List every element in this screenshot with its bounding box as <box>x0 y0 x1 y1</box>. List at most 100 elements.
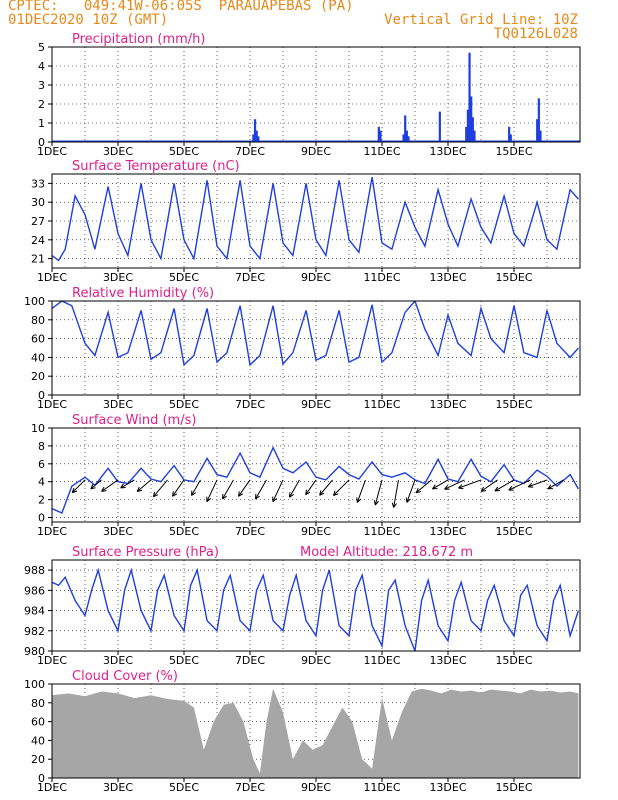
y-tick-label: 40 <box>31 351 45 364</box>
y-tick-label: 20 <box>31 753 45 766</box>
wind-arrowhead <box>431 484 438 490</box>
x-tick-label: 3DEC <box>103 525 133 538</box>
y-tick-label: 33 <box>31 177 45 190</box>
wind-arrowhead <box>458 484 464 490</box>
wind-arrow <box>319 479 333 496</box>
x-tick-label: 7DEC <box>235 525 265 538</box>
precip-bar <box>539 130 542 142</box>
x-tick-label: 11DEC <box>363 781 400 794</box>
x-tick-label: 1DEC <box>37 271 67 284</box>
panel-4: Surface Pressure (hPa) Model Altitude: 21… <box>24 545 581 667</box>
x-tick-label: 5DEC <box>169 781 199 794</box>
wind-arrowhead <box>373 500 379 506</box>
wind-arrow <box>528 479 548 488</box>
x-tick-label: 7DEC <box>235 398 265 411</box>
wind-arrowhead <box>405 497 411 503</box>
x-tick-label: 1DEC <box>37 145 67 158</box>
wind-arrowhead <box>90 484 96 490</box>
x-tick-label: 15DEC <box>495 398 532 411</box>
y-tick-label: 40 <box>31 734 45 747</box>
wind-arrowhead <box>152 491 159 498</box>
x-tick-label: 9DEC <box>301 271 331 284</box>
precip-bar <box>465 126 468 142</box>
wind-arrowhead <box>71 487 78 494</box>
y-tick-label: 10 <box>31 422 45 435</box>
wind-arrow <box>356 479 366 503</box>
panel-2: Relative Humidity (%) 0 20 40 60 80 100 1DEC 3DE… <box>24 286 581 411</box>
cloud-area <box>52 688 579 778</box>
header-model: TQ0126L028 <box>493 26 578 42</box>
wind-arrow <box>255 479 267 500</box>
wind-arrow <box>222 479 234 500</box>
panel-frame <box>51 300 581 396</box>
x-tick-label: 3DEC <box>103 654 133 667</box>
precip-bar <box>470 96 473 142</box>
precip-bar <box>252 134 255 142</box>
wind-arrow <box>238 479 251 497</box>
x-tick-label: 15DEC <box>495 781 532 794</box>
wind-arrowhead <box>319 490 325 496</box>
x-tick-label: 15DEC <box>495 525 532 538</box>
x-tick-label: 5DEC <box>169 398 199 411</box>
y-tick-label: 100 <box>24 295 45 308</box>
wind-arrowhead <box>480 486 487 492</box>
x-tick-label: 3DEC <box>103 271 133 284</box>
wind-arrowhead <box>136 486 143 492</box>
panel-frame <box>51 427 581 523</box>
x-tick-label: 5DEC <box>169 145 199 158</box>
y-tick-label: 24 <box>31 234 45 247</box>
x-tick-label: 13DEC <box>429 145 466 158</box>
precip-bar <box>537 98 540 142</box>
x-tick-label: 11DEC <box>363 271 400 284</box>
wind-arrowhead <box>238 491 244 497</box>
wind-arrowhead <box>356 497 362 503</box>
x-tick-label: 9DEC <box>301 145 331 158</box>
wind-arrowhead <box>222 493 227 500</box>
precip-bar <box>473 130 476 142</box>
series-line <box>52 446 580 514</box>
series-line <box>52 567 580 651</box>
wind-arrow <box>480 479 498 492</box>
panel-3: Surface Wind (m/s) 0 2 4 6 8 10 1DEC 3DEC 5DEC 7DE… <box>31 413 581 538</box>
series <box>52 567 580 651</box>
wind-arrowhead <box>494 486 500 492</box>
wind-arrow <box>415 479 432 494</box>
wind-arrowhead <box>332 490 339 496</box>
x-tick-label: 11DEC <box>363 525 400 538</box>
x-tick-label: 15DEC <box>495 271 532 284</box>
x-tick-label: 5DEC <box>169 525 199 538</box>
wind-arrow <box>120 479 135 489</box>
x-tick-label: 5DEC <box>169 654 199 667</box>
series <box>52 446 580 514</box>
x-tick-label: 3DEC <box>103 781 133 794</box>
precip-bar <box>255 130 258 142</box>
wind-arrow <box>333 479 350 496</box>
series-line <box>52 176 579 262</box>
x-tick-label: 1DEC <box>37 398 67 411</box>
y-tick-label: 0 <box>38 136 45 149</box>
wind-arrow <box>494 479 515 492</box>
wind-arrowhead <box>191 490 196 496</box>
y-tick-label: 20 <box>31 370 45 383</box>
x-tick-label: 9DEC <box>301 654 331 667</box>
y-tick-label: 2 <box>38 98 45 111</box>
panel-frame <box>51 559 581 652</box>
wind-arrow <box>152 479 168 498</box>
x-tick-label: 7DEC <box>235 781 265 794</box>
panel-annotation: Model Altitude: 218.672 m <box>300 545 473 560</box>
x-tick-label: 9DEC <box>301 781 331 794</box>
y-tick-label: 80 <box>31 314 45 327</box>
series <box>52 176 579 262</box>
wind-arrow <box>508 479 531 491</box>
precip-bar <box>471 117 474 142</box>
y-tick-label: 60 <box>31 333 45 346</box>
x-tick-label: 5DEC <box>169 271 199 284</box>
header-station: CPTEC: 049:41W-06:05S PARAUAPEBAS (PA) <box>8 0 354 14</box>
wind-arrowhead <box>527 482 534 488</box>
precip-bar <box>257 136 260 142</box>
wind-arrow <box>206 479 218 502</box>
precip-bar <box>468 52 471 142</box>
x-tick-label: 11DEC <box>363 654 400 667</box>
